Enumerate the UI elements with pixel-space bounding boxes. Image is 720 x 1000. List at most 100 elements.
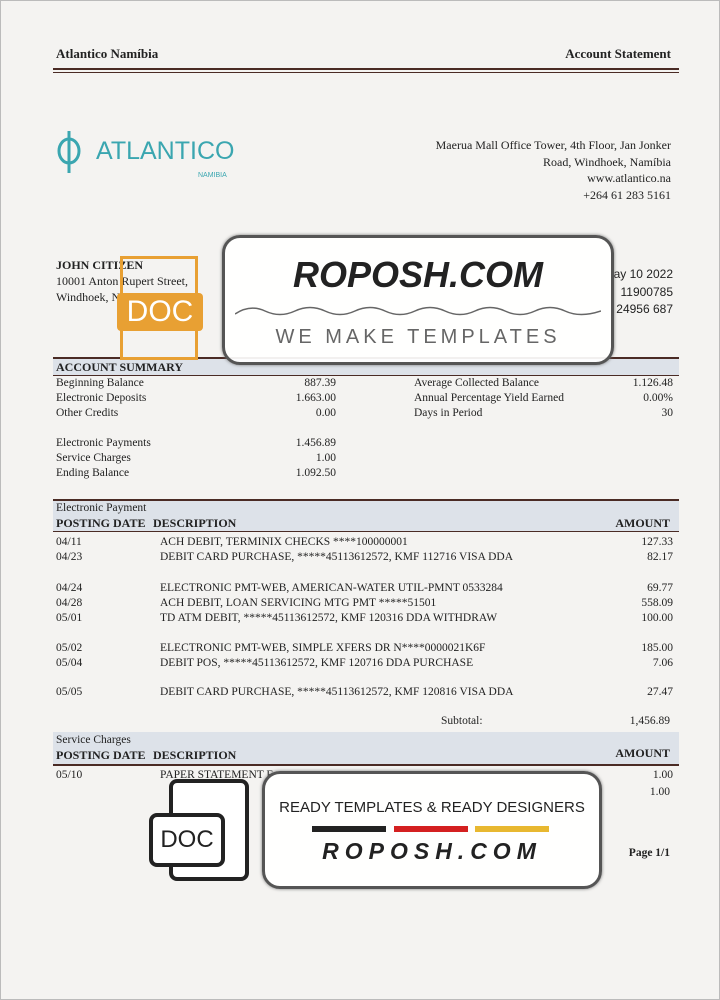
divider (53, 72, 679, 73)
summary-label: Other Credits (56, 407, 119, 419)
section-title: Electronic Payment (56, 502, 147, 514)
divider (53, 375, 679, 376)
service-total: 1.00 (649, 786, 670, 798)
col-posting-date: POSTING DATE (56, 516, 146, 530)
summary-value: 0.00 (315, 407, 336, 419)
row-desc: ACH DEBIT, LOAN SERVICING MTG PMT *****5… (160, 597, 437, 609)
table-row: 05/02 ELECTRONIC PMT-WEB, SIMPLE XFERS DR… (53, 642, 673, 657)
col-amount: AMOUNT (615, 516, 670, 530)
row-desc: DEBIT CARD PURCHASE, *****45113612572, K… (160, 686, 514, 698)
summary-label: Annual Percentage Yield Earned (414, 392, 564, 404)
section-title: Service Charges (56, 734, 131, 746)
summary-label: Electronic Payments (56, 437, 151, 449)
row-desc: TD ATM DEBIT, *****45113612572, KMF 1203… (160, 612, 498, 624)
stripe-red (394, 826, 468, 832)
divider (53, 499, 679, 501)
row-desc: ELECTRONIC PMT-WEB, SIMPLE XFERS DR N***… (160, 642, 486, 654)
service-header-band (53, 732, 679, 764)
row-date: 05/05 (56, 686, 83, 698)
table-row: 04/23 DEBIT CARD PURCHASE, *****451136125… (53, 551, 673, 566)
summary-label: Average Collected Balance (414, 377, 539, 389)
row-amount: 82.17 (647, 551, 673, 563)
table-row: Service Charges 1.00 (53, 452, 673, 467)
row-amount: 100.00 (641, 612, 673, 624)
row-amount: 27.47 (647, 686, 673, 698)
table-row: Days in Period 30 (53, 407, 673, 422)
row-desc: ELECTRONIC PMT-WEB, AMERICAN-WATER UTIL-… (160, 582, 503, 594)
row-desc: PAPER STATEMENT F (160, 769, 273, 781)
row-date: 04/28 (56, 597, 83, 609)
table-row: Electronic Deposits 1.663.00 (53, 392, 673, 407)
summary-label: Beginning Balance (56, 377, 144, 389)
watermark-bottom: READY TEMPLATES & READY DESIGNERS ROPOSH… (262, 771, 602, 889)
summary-value: 1.456.89 (295, 437, 336, 449)
stripe-black (312, 826, 386, 832)
table-row: Ending Balance 1.092.50 (53, 467, 673, 482)
payment-header-band (53, 501, 679, 531)
row-date: 04/11 (56, 536, 82, 548)
bank-logo: ATLANTICO NAMIBIA (56, 129, 236, 188)
address-line: Maerua Mall Office Tower, 4th Floor, Jan… (435, 138, 671, 152)
table-row: 05/04 DEBIT POS, *****45113612572, KMF 12… (53, 657, 673, 672)
summary-label: Ending Balance (56, 467, 130, 479)
row-desc: DEBIT POS, *****45113612572, KMF 120716 … (160, 657, 474, 669)
table-row: Annual Percentage Yield Earned 0.00% (53, 392, 673, 407)
address-line: Road, Windhoek, Namíbia (543, 154, 671, 169)
bank-phone: +264 61 283 5161 (583, 188, 671, 203)
table-row: 04/28 ACH DEBIT, LOAN SERVICING MTG PMT *… (53, 597, 673, 612)
row-amount: 69.77 (647, 582, 673, 594)
table-row: Average Collected Balance 1.126.48 (53, 377, 673, 392)
row-desc: DEBIT CARD PURCHASE, *****45113612572, K… (160, 551, 514, 563)
summary-value: 1.663.00 (295, 392, 336, 404)
subtotal-label: Subtotal: (441, 715, 483, 727)
table-row: Electronic Payments 1.456.89 (53, 437, 673, 452)
watermark-top: ROPOSH.COM WE MAKE TEMPLATES (222, 235, 614, 365)
table-row: 05/01 TD ATM DEBIT, *****45113612572, KMF… (53, 612, 673, 627)
subtotal-value: 1,456.89 (629, 715, 670, 727)
logo-sub: NAMIBIA (198, 172, 227, 179)
summary-label: Service Charges (56, 452, 131, 464)
table-row: 04/24 ELECTRONIC PMT-WEB, AMERICAN-WATER … (53, 582, 673, 597)
watermark-title: READY TEMPLATES & READY DESIGNERS (279, 799, 585, 816)
divider (53, 531, 679, 532)
watermark-site: ROPOSH.COM (322, 838, 542, 864)
page-number: Page 1/1 (628, 847, 670, 859)
table-row: Beginning Balance 887.39 (53, 377, 673, 392)
col-description: DESCRIPTION (153, 748, 237, 762)
table-row: 05/10 PAPER STATEMENT F 1.00 (53, 769, 673, 784)
col-posting-date: POSTING DATE (56, 748, 146, 762)
wave-icon (235, 306, 601, 316)
watermark-title: ROPOSH.COM (292, 254, 543, 295)
table-row: Other Credits 0.00 (53, 407, 673, 422)
summary-label: Electronic Deposits (56, 392, 147, 404)
summary-title: ACCOUNT SUMMARY (56, 360, 184, 374)
summary-value: 1.092.50 (295, 467, 336, 479)
summary-value: 887.39 (304, 377, 336, 389)
table-row: 05/05 DEBIT CARD PURCHASE, *****451136125… (53, 686, 673, 701)
row-date: 05/10 (56, 769, 83, 781)
summary-value: 0.00% (643, 392, 673, 404)
col-amount: AMOUNT (615, 746, 670, 760)
statement-info: ay 10 2022 11900785 24956 687 (614, 266, 673, 319)
row-amount: 7.06 (652, 657, 673, 669)
header-bank-name: Atlantico Namíbia (56, 46, 159, 61)
doc-badge: DOC (117, 293, 203, 331)
summary-value: 1.00 (315, 452, 336, 464)
row-date: 05/01 (56, 612, 83, 624)
bank-address: Maerua Mall Office Tower, 4th Floor, Jan… (436, 137, 671, 204)
table-row: 04/11 ACH DEBIT, TERMINIX CHECKS ****1000… (53, 536, 673, 551)
doc-file-icon: DOC (149, 779, 249, 881)
row-date: 04/23 (56, 551, 83, 563)
row-amount: 1.00 (652, 769, 673, 781)
divider (53, 764, 679, 766)
row-amount: 558.09 (641, 597, 673, 609)
row-desc: ACH DEBIT, TERMINIX CHECKS ****100000001 (160, 536, 408, 548)
doc-file-icon: DOC (117, 256, 203, 360)
account-number: 11900785 (620, 284, 674, 299)
summary-value: 1.126.48 (632, 377, 673, 389)
col-description: DESCRIPTION (153, 516, 237, 530)
summary-label: Days in Period (414, 407, 483, 419)
row-amount: 127.33 (641, 536, 673, 548)
row-date: 04/24 (56, 582, 83, 594)
